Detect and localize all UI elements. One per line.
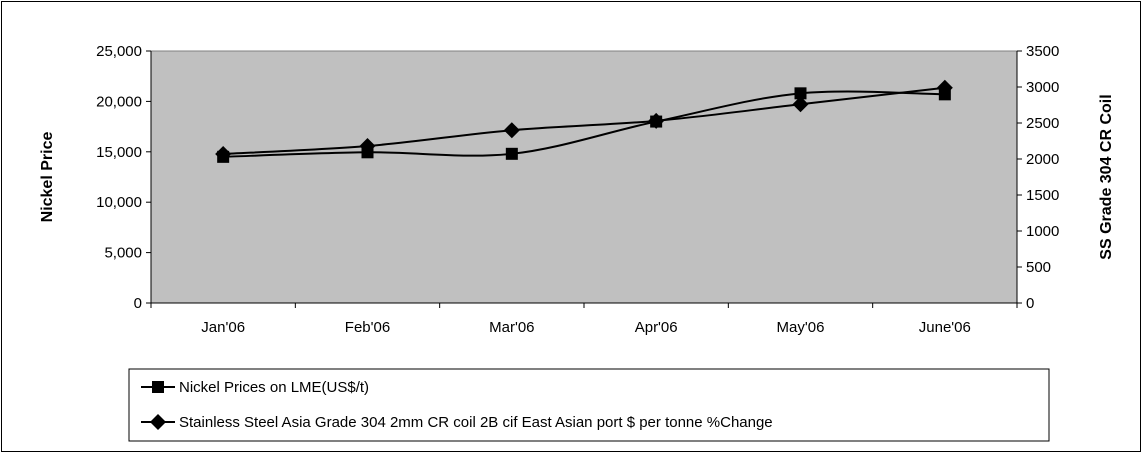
legend-item-1: Nickel Prices on LME(US$/t) (141, 379, 369, 396)
legend-label: Nickel Prices on LME(US$/t) (179, 379, 369, 396)
y2-tick-label: 3500 (1026, 43, 1059, 60)
x-tick-label: Feb'06 (345, 319, 390, 336)
series-2-line (223, 86, 945, 155)
legend-label: Stainless Steel Asia Grade 304 2mm CR co… (179, 414, 773, 431)
x-tick-label: June'06 (919, 319, 971, 336)
series-2-point (936, 79, 953, 96)
series-layer (215, 79, 953, 163)
x-axis: Jan'06 Feb'06 Mar'06 Apr'06 May'06 June'06 (150, 302, 1018, 336)
left-axis: 0 5,000 10,000 15,000 20,000 25,000 (96, 43, 152, 312)
y-tick-label: 10,000 (96, 194, 142, 211)
x-tick-label: May'06 (777, 319, 825, 336)
y-tick-label: 25,000 (96, 43, 142, 60)
series-2-point (792, 96, 809, 113)
y-tick-label: 15,000 (96, 144, 142, 161)
y2-axis-title: SS Grade 304 CR Coil (1098, 94, 1115, 259)
series-2-point (648, 112, 665, 129)
y2-tick-label: 1500 (1026, 187, 1059, 204)
x-tick-label: Jan'06 (201, 319, 245, 336)
legend-box (128, 368, 1050, 442)
y-tick-label: 0 (134, 295, 142, 312)
series-2 (215, 79, 953, 162)
y2-tick-label: 500 (1026, 259, 1051, 276)
legend-item-2: Stainless Steel Asia Grade 304 2mm CR co… (141, 414, 773, 431)
x-tick-label: Mar'06 (489, 319, 534, 336)
series-1-point (794, 87, 807, 100)
y2-tick-label: 2500 (1026, 115, 1059, 132)
series-1-point (505, 147, 518, 160)
series-2-point (359, 138, 376, 155)
plot-area (150, 50, 1018, 304)
y2-tick-label: 2000 (1026, 151, 1059, 168)
y-tick-label: 20,000 (96, 93, 142, 110)
series-1-line (223, 90, 945, 158)
legend-marker (150, 414, 166, 430)
right-axis: 0 500 1000 1500 2000 2500 3000 3500 (1016, 43, 1059, 312)
y-axis-title: Nickel Price (39, 132, 56, 223)
y2-tick-label: 1000 (1026, 223, 1059, 240)
y-tick-label: 5,000 (104, 245, 142, 262)
x-tick-label: Apr'06 (635, 319, 678, 336)
legend: Nickel Prices on LME(US$/t) Stainless Ste… (128, 368, 1050, 442)
y2-tick-label: 3000 (1026, 79, 1059, 96)
legend-marker (152, 381, 164, 393)
series-2-point (215, 145, 232, 162)
y2-tick-label: 0 (1026, 295, 1034, 312)
series-2-point (503, 122, 520, 139)
